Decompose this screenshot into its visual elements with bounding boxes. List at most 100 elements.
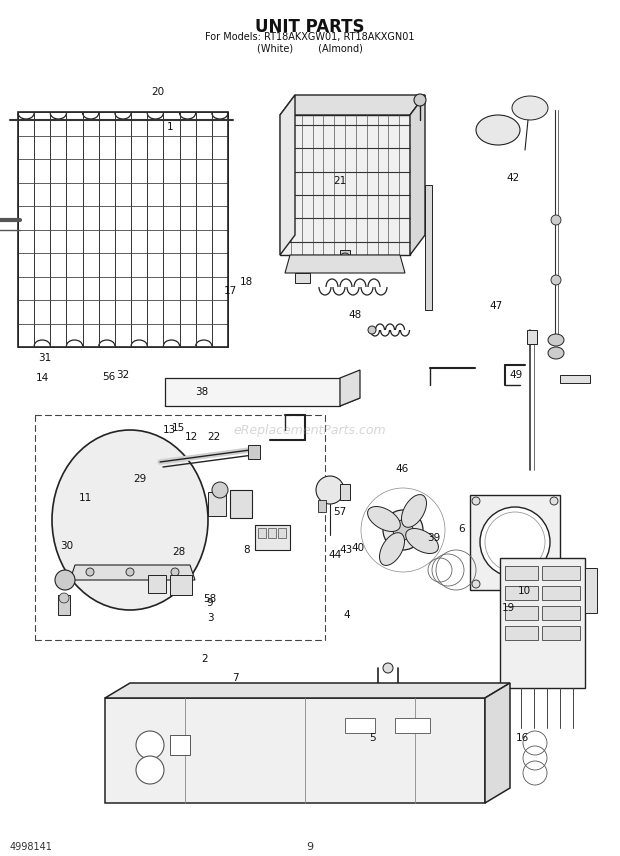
Circle shape <box>472 497 480 505</box>
Text: 6: 6 <box>459 524 465 534</box>
Text: 39: 39 <box>427 532 441 543</box>
Bar <box>500 558 585 688</box>
Polygon shape <box>340 370 360 406</box>
Bar <box>505 626 538 640</box>
Text: 20: 20 <box>151 87 165 98</box>
Bar <box>230 490 252 518</box>
Circle shape <box>472 580 480 588</box>
Circle shape <box>59 593 69 603</box>
Bar <box>340 484 350 500</box>
Ellipse shape <box>548 334 564 346</box>
Circle shape <box>212 482 228 498</box>
Polygon shape <box>280 95 425 115</box>
Bar <box>248 445 260 459</box>
Text: 18: 18 <box>240 277 254 288</box>
Text: 9: 9 <box>306 842 314 852</box>
Text: 42: 42 <box>507 173 520 183</box>
Bar <box>542 566 580 580</box>
Circle shape <box>551 275 561 285</box>
Text: 38: 38 <box>195 387 208 397</box>
Bar <box>395 718 430 733</box>
Text: For Models: RT18AKXGW01, RT18AKXGN01: For Models: RT18AKXGW01, RT18AKXGN01 <box>205 32 415 42</box>
Polygon shape <box>425 185 432 310</box>
Ellipse shape <box>548 347 564 359</box>
Polygon shape <box>165 398 360 406</box>
Circle shape <box>136 731 164 759</box>
Text: 29: 29 <box>133 474 146 484</box>
Bar <box>542 626 580 640</box>
Circle shape <box>126 568 134 576</box>
Circle shape <box>86 568 94 576</box>
Text: 49: 49 <box>509 370 523 380</box>
Text: 4: 4 <box>344 609 350 620</box>
Bar <box>58 595 70 615</box>
Bar <box>255 525 290 550</box>
Ellipse shape <box>512 96 548 120</box>
Ellipse shape <box>402 495 427 527</box>
Bar <box>278 528 286 538</box>
Text: 13: 13 <box>162 425 176 435</box>
Circle shape <box>393 520 413 540</box>
Bar <box>542 606 580 620</box>
Text: UNIT PARTS: UNIT PARTS <box>255 18 365 36</box>
Bar <box>170 735 190 755</box>
Text: 12: 12 <box>184 431 198 442</box>
Text: 57: 57 <box>333 507 347 517</box>
Polygon shape <box>285 255 405 273</box>
Text: 48: 48 <box>348 310 361 320</box>
Text: 46: 46 <box>395 464 409 474</box>
Text: 31: 31 <box>38 353 51 363</box>
Text: 44: 44 <box>328 550 342 560</box>
Text: (White)        (Almond): (White) (Almond) <box>257 43 363 53</box>
Polygon shape <box>165 378 340 406</box>
Bar <box>527 330 537 344</box>
Circle shape <box>551 215 561 225</box>
Text: 9: 9 <box>206 597 213 608</box>
Circle shape <box>383 510 423 550</box>
Bar <box>560 375 590 383</box>
Text: 58: 58 <box>203 594 216 604</box>
Text: 40: 40 <box>352 543 365 553</box>
Text: 15: 15 <box>172 423 185 433</box>
Text: eReplacementParts.com: eReplacementParts.com <box>234 424 386 437</box>
Text: 32: 32 <box>116 370 130 380</box>
Bar <box>318 500 326 512</box>
Text: 10: 10 <box>517 586 531 596</box>
Bar <box>258 528 266 538</box>
Text: 2: 2 <box>202 654 208 664</box>
Text: 56: 56 <box>102 372 115 382</box>
Text: 7: 7 <box>232 673 239 683</box>
Circle shape <box>55 570 75 590</box>
Bar <box>470 495 560 590</box>
Text: 28: 28 <box>172 547 185 557</box>
Text: 21: 21 <box>333 176 347 187</box>
Circle shape <box>368 326 376 334</box>
Text: 8: 8 <box>244 545 250 556</box>
Ellipse shape <box>52 430 208 610</box>
Polygon shape <box>280 95 295 255</box>
Bar <box>148 575 166 593</box>
Text: 3: 3 <box>208 613 214 623</box>
Polygon shape <box>105 683 510 698</box>
Bar <box>208 492 226 516</box>
Circle shape <box>383 663 393 673</box>
Bar <box>170 575 192 595</box>
Circle shape <box>550 580 558 588</box>
Text: 14: 14 <box>35 373 49 383</box>
Polygon shape <box>70 565 195 580</box>
Circle shape <box>340 253 350 263</box>
Bar <box>505 586 538 600</box>
Polygon shape <box>295 273 310 283</box>
Text: 5: 5 <box>369 733 375 743</box>
Bar <box>345 718 375 733</box>
Circle shape <box>414 94 426 106</box>
Text: 16: 16 <box>515 733 529 743</box>
Circle shape <box>136 756 164 784</box>
Text: 43: 43 <box>339 544 353 555</box>
Text: 11: 11 <box>79 493 92 503</box>
Text: 19: 19 <box>502 603 515 613</box>
Circle shape <box>316 476 344 504</box>
Polygon shape <box>105 698 485 803</box>
Text: 22: 22 <box>207 431 221 442</box>
Bar <box>542 586 580 600</box>
